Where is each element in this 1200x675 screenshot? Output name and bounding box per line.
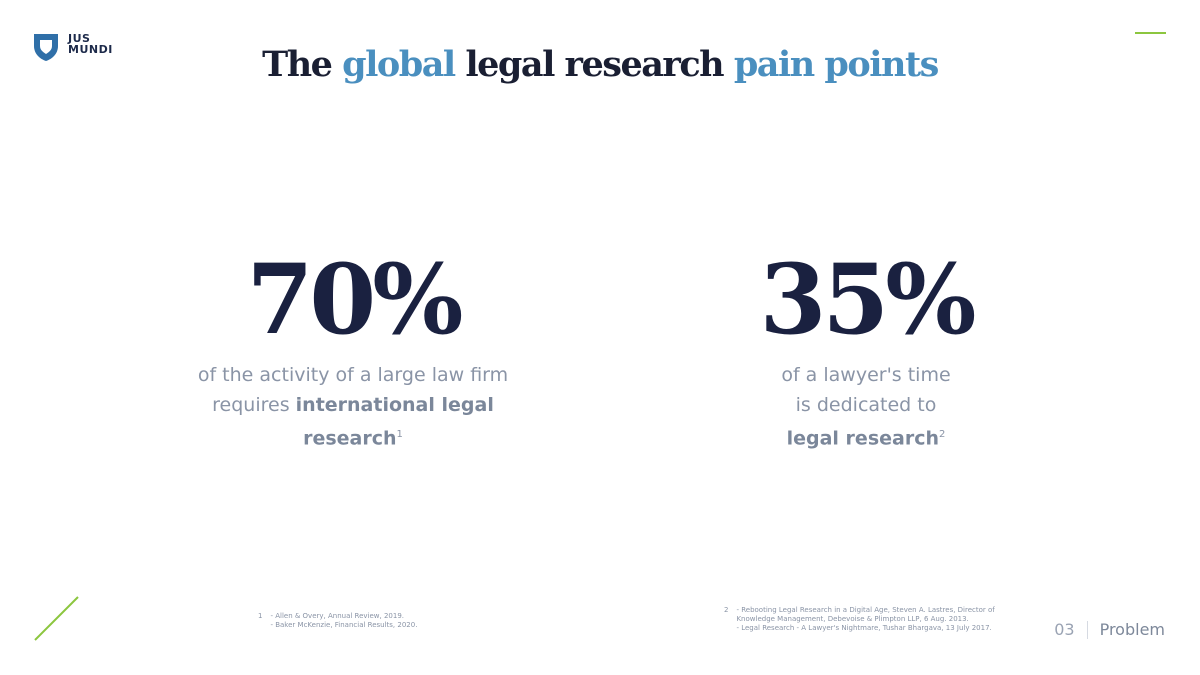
separator: [1086, 620, 1088, 639]
stat-bold: legal research: [786, 427, 939, 450]
logo: JUS MUNDI: [68, 33, 113, 55]
footnote: 1 - Allen & Overy, Annual Review, 2019. …: [258, 612, 417, 630]
footnote-ref: 2: [939, 429, 946, 440]
footnote-number: 1: [258, 612, 263, 620]
footnote-ref: 1: [396, 429, 403, 440]
stat-value: 35%: [759, 243, 977, 356]
title-highlight: global: [342, 44, 456, 85]
stat-value: 70%: [246, 243, 464, 356]
stat: 70% of the activity of a large law firm …: [193, 250, 513, 453]
logo-line: JUS: [68, 32, 91, 45]
section-name: Problem: [1099, 620, 1165, 639]
footnote-line: - Legal Research - A Lawyer's Nightmare,…: [736, 624, 992, 632]
title-highlight: pain points: [733, 44, 940, 85]
footnote-line: - Baker McKenzie, Financial Results, 202…: [270, 621, 418, 629]
logo-line: MUNDI: [68, 43, 113, 56]
stat-description: of a lawyer's time is dedicated to legal…: [706, 360, 1026, 453]
title: The global legal research pain points: [0, 44, 1200, 85]
stat-text: of the activity of a large law firm requ…: [197, 364, 509, 416]
footnote-number: 2: [724, 606, 729, 614]
stat-text: of a lawyer's time is dedicated to: [781, 364, 951, 416]
footer: 03 Problem: [1054, 620, 1165, 639]
logo-shield-inner: [40, 40, 52, 54]
page-number: 03: [1054, 620, 1075, 639]
footnote-line: - Rebooting Legal Research in a Digital …: [736, 606, 995, 614]
accent-diagonal: [34, 596, 79, 641]
title-part: legal research: [465, 44, 724, 85]
footnote-line: Knowledge Management, Debevoise & Plimpt…: [736, 615, 969, 623]
stat-bold: international legal research: [295, 394, 494, 450]
stat: 35% of a lawyer's time is dedicated to l…: [706, 250, 1026, 453]
footnote: 2 - Rebooting Legal Research in a Digita…: [724, 606, 995, 633]
footnote-line: - Allen & Overy, Annual Review, 2019.: [270, 612, 405, 620]
title-part: The: [262, 44, 333, 85]
stat-description: of the activity of a large law firm requ…: [193, 360, 513, 453]
